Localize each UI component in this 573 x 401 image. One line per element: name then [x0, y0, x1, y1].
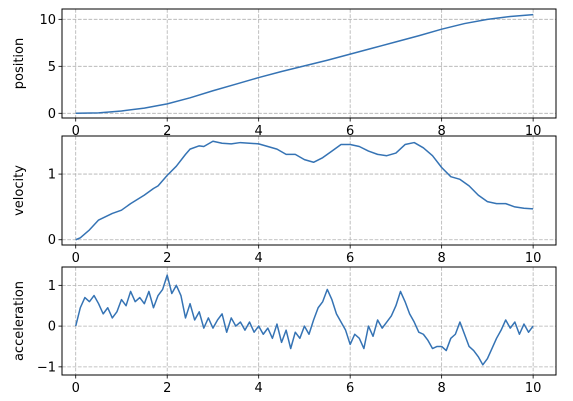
axes-frame	[61, 8, 557, 119]
series-line	[75, 140, 534, 241]
y-tick-label: 0	[48, 320, 56, 335]
y-tick-label: 1	[48, 168, 56, 183]
x-tick-label: 8	[438, 124, 446, 139]
x-tick-label: 4	[255, 251, 263, 266]
y-tick-label: 10	[39, 13, 56, 28]
x-tick-label: 2	[163, 381, 171, 396]
x-tick-label: 10	[525, 381, 542, 396]
axes-frame	[61, 135, 557, 246]
y-tick-label: 0	[48, 107, 56, 122]
x-tick-label: 4	[255, 124, 263, 139]
axes-frame	[61, 266, 557, 376]
x-tick-label: 10	[525, 124, 542, 139]
y-tick-label: 0	[48, 233, 56, 248]
x-tick-label: 6	[346, 251, 354, 266]
x-tick-label: 10	[525, 251, 542, 266]
series-line	[75, 13, 534, 115]
y-axis-label: velocity	[12, 165, 27, 216]
y-axis-label: acceleration	[12, 281, 27, 361]
series-line	[74, 274, 534, 366]
x-tick-label: 8	[438, 381, 446, 396]
y-tick-label: 1	[48, 279, 56, 294]
x-tick-label: 0	[72, 251, 80, 266]
y-tick-label: −1	[37, 360, 56, 375]
subplot-velocity: 0 2 4 6 8 10 0 1 velocity	[12, 135, 557, 266]
subplot-acceleration: 0 2 4 6 8 10 −1 0 1 acceleration	[12, 266, 557, 396]
x-tick-label: 0	[72, 124, 80, 139]
x-tick-label: 6	[346, 381, 354, 396]
x-tick-label: 8	[438, 251, 446, 266]
x-tick-label: 0	[72, 381, 80, 396]
subplot-position: 0 2 4 6 8 10 0 5 10 position	[12, 8, 557, 139]
x-tick-label: 4	[255, 381, 263, 396]
x-tick-label: 6	[346, 124, 354, 139]
x-tick-label: 2	[163, 124, 171, 139]
y-axis-label: position	[12, 38, 27, 90]
x-tick-label: 2	[163, 251, 171, 266]
y-tick-label: 5	[48, 60, 56, 75]
